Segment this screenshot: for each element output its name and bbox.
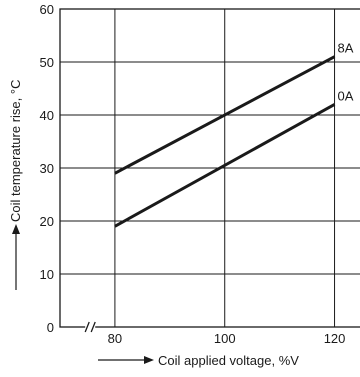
series-line-8A (114, 55, 336, 175)
y-axis-label: Coil temperature rise, °C (8, 80, 23, 222)
x-tick-label: 100 (214, 331, 236, 346)
y-tick-labels: 0 10 20 30 40 50 60 (40, 2, 54, 335)
y-tick-label: 20 (40, 214, 54, 229)
x-axis-label: Coil applied voltage, %V (158, 353, 299, 368)
x-tick-label: 120 (324, 331, 346, 346)
x-tick-label: 80 (108, 331, 122, 346)
series-label: 8A (338, 41, 354, 56)
axis-break-gap (85, 324, 96, 330)
x-axis-label-group: Coil applied voltage, %V (98, 353, 299, 368)
y-axis-label-group: Coil temperature rise, °C (8, 80, 23, 290)
plot-frame (59, 8, 360, 328)
y-axis-arrow-head (12, 224, 20, 234)
axis-break-slash-2 (90, 321, 96, 333)
y-tick-label: 10 (40, 267, 54, 282)
y-tick-label: 50 (40, 55, 54, 70)
y-tick-label: 30 (40, 161, 54, 176)
axis-break-slash-1 (84, 321, 90, 333)
y-tick-label: 0 (47, 320, 54, 335)
x-axis-arrow-head (144, 356, 154, 364)
grid (60, 8, 360, 328)
axis-break-marker (84, 321, 96, 333)
y-tick-label: 60 (40, 2, 54, 17)
y-tick-label: 40 (40, 108, 54, 123)
series-line-0A (114, 103, 336, 228)
x-tick-labels: 80 100 120 (108, 331, 346, 346)
series-labels: 8A 0A (338, 41, 354, 104)
series-lines (114, 55, 336, 228)
series-label: 0A (338, 88, 354, 103)
